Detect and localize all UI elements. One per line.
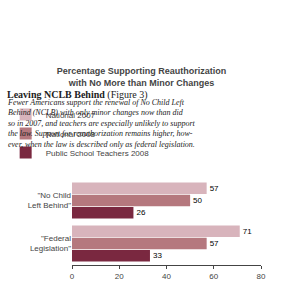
svg-text:20: 20 — [115, 272, 124, 281]
svg-text:0: 0 — [70, 272, 75, 281]
svg-text:Leaving NCLB Behind (Figure 3): Leaving NCLB Behind (Figure 3) — [7, 89, 148, 101]
svg-text:Public School Teachers 2008: Public School Teachers 2008 — [46, 149, 150, 158]
svg-text:40: 40 — [162, 272, 171, 281]
svg-text:National 2007: National 2007 — [46, 111, 96, 120]
svg-text:33: 33 — [153, 251, 162, 260]
svg-text:50: 50 — [193, 196, 202, 205]
svg-text:26: 26 — [136, 208, 145, 217]
svg-text:57: 57 — [210, 239, 219, 248]
svg-text:57: 57 — [210, 184, 219, 193]
svg-text:Percentage Supporting Reauthor: Percentage Supporting Reauthorizationwit… — [57, 66, 227, 88]
svg-text:"FederalLegislation": "FederalLegislation" — [30, 234, 71, 253]
svg-text:71: 71 — [243, 227, 252, 236]
svg-text:Fewer Americans support the re: Fewer Americans support the renewal of N… — [7, 98, 196, 149]
svg-text:National 2008: National 2008 — [46, 130, 96, 139]
svg-text:80: 80 — [257, 272, 266, 281]
svg-text:"No ChildLeft Behind": "No ChildLeft Behind" — [28, 191, 71, 210]
svg-text:60: 60 — [209, 272, 218, 281]
